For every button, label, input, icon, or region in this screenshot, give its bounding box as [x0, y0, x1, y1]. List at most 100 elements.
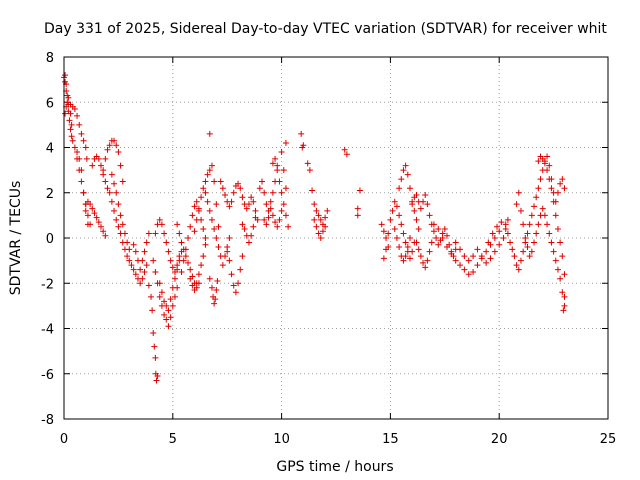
data-point — [83, 155, 90, 162]
data-point — [180, 246, 187, 253]
data-point — [443, 244, 450, 251]
data-point — [396, 185, 403, 192]
data-point — [520, 221, 527, 228]
data-point — [191, 203, 198, 210]
data-point — [202, 241, 209, 248]
data-point — [411, 207, 418, 214]
data-point — [448, 250, 455, 257]
data-point — [422, 264, 429, 271]
data-point — [483, 248, 490, 255]
data-point — [111, 207, 118, 214]
data-point — [226, 235, 233, 241]
data-point — [230, 189, 237, 196]
data-point — [213, 201, 220, 208]
data-point — [517, 257, 524, 264]
data-point — [498, 219, 505, 226]
data-point — [304, 160, 311, 167]
data-point — [385, 230, 392, 237]
data-point — [513, 201, 520, 208]
data-point — [278, 189, 285, 196]
data-point — [215, 244, 222, 251]
data-point — [76, 167, 83, 174]
data-point — [132, 271, 139, 278]
data-point — [311, 216, 318, 223]
y-tick-label: 6 — [46, 96, 54, 111]
data-point — [282, 139, 289, 146]
data-point — [548, 185, 555, 192]
data-point — [504, 230, 511, 237]
data-point — [78, 130, 85, 137]
data-point — [554, 225, 561, 232]
data-point — [522, 235, 529, 241]
data-point — [230, 282, 237, 289]
data-point — [430, 221, 437, 228]
data-point — [396, 244, 403, 251]
data-point — [67, 126, 74, 133]
data-point — [165, 307, 172, 314]
data-point — [435, 225, 442, 232]
data-point — [237, 266, 244, 273]
data-point — [274, 223, 281, 230]
data-point — [398, 176, 405, 183]
data-point — [200, 185, 207, 192]
data-point — [272, 155, 279, 162]
data-point — [539, 155, 546, 162]
data-point — [217, 178, 224, 185]
data-point — [517, 207, 524, 214]
data-point — [174, 284, 181, 291]
data-point — [108, 171, 115, 178]
data-point — [78, 178, 85, 185]
data-point — [243, 205, 250, 212]
data-point — [153, 377, 160, 384]
data-point — [561, 302, 568, 309]
data-point — [104, 185, 111, 192]
data-point — [356, 187, 363, 194]
x-tick-label: 5 — [169, 432, 177, 447]
data-point — [457, 246, 464, 253]
data-point — [80, 189, 87, 196]
data-point — [195, 271, 202, 278]
data-point — [174, 262, 181, 269]
data-point — [535, 185, 542, 192]
data-point — [237, 185, 244, 192]
data-point — [391, 198, 398, 205]
data-point — [474, 262, 481, 269]
data-point — [428, 239, 435, 246]
data-point — [161, 298, 168, 305]
data-point — [457, 262, 464, 269]
data-point — [354, 205, 361, 212]
data-point — [465, 257, 472, 264]
data-point — [322, 223, 329, 230]
data-point — [544, 221, 551, 228]
data-point — [400, 257, 407, 264]
data-point — [74, 112, 81, 119]
data-point — [250, 198, 257, 205]
data-point — [212, 296, 219, 303]
data-point — [494, 223, 501, 230]
x-tick-label: 20 — [491, 432, 508, 447]
data-point — [433, 235, 440, 241]
data-point — [67, 110, 74, 117]
data-point — [544, 153, 551, 160]
data-point — [546, 162, 553, 169]
data-point — [152, 230, 159, 237]
data-point — [239, 221, 246, 228]
y-tick-label: -2 — [41, 277, 54, 292]
y-axis-ticks: -8 -6 -4 -2 0 2 4 6 8 — [41, 51, 608, 428]
data-point — [552, 212, 559, 219]
data-point — [171, 275, 178, 282]
data-point — [311, 201, 318, 208]
data-point — [413, 216, 420, 223]
data-point — [299, 144, 306, 151]
data-point — [206, 207, 213, 214]
data-point — [443, 232, 450, 239]
data-point — [121, 230, 128, 237]
data-point — [93, 214, 100, 221]
data-point — [239, 194, 246, 201]
data-point — [126, 257, 133, 264]
data-point — [187, 223, 194, 230]
data-point — [557, 180, 564, 187]
data-point — [269, 160, 276, 167]
data-point — [228, 271, 235, 278]
data-point — [435, 241, 442, 248]
